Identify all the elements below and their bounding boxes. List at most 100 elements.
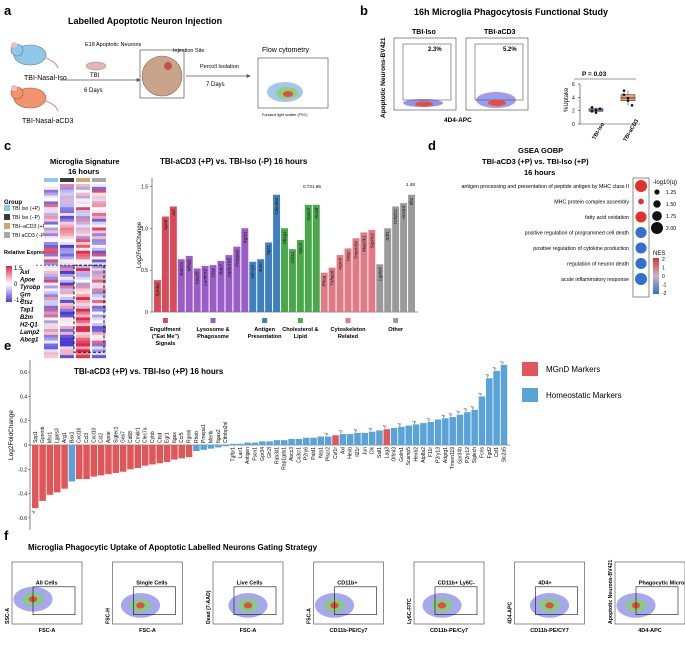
gate-x-label: FSC-A xyxy=(139,628,156,634)
bar-e-P2ry12 xyxy=(464,412,471,445)
heatmap-cell xyxy=(44,201,58,205)
heatmap-gene-label: B2m xyxy=(20,315,34,321)
bar-e-Msr1 xyxy=(46,445,54,495)
heatmap-cell xyxy=(92,349,106,353)
bar-e-Rab3il1 xyxy=(273,440,281,445)
bar-e-Scamp5 xyxy=(405,425,412,445)
gating-plot-frame xyxy=(11,561,83,625)
bar-c-Axl xyxy=(169,206,177,312)
heatmap-cell xyxy=(92,198,106,202)
bar-e-Csf1r xyxy=(332,435,339,445)
heatmap-cell xyxy=(60,189,74,193)
heatmap-cell xyxy=(60,268,74,272)
bar-e-Rap1gds1 xyxy=(280,440,288,445)
gate-x-label: CD11b-PE/Cy7 xyxy=(330,628,368,634)
gating-plot: 4D4+ CD11b-PE/CY7 4D4-APC xyxy=(508,561,585,634)
heatmap-cell xyxy=(60,311,74,315)
brain-frame xyxy=(139,49,185,99)
heatmap-cell xyxy=(76,262,90,266)
bar-c-gene-label: Tmem54 xyxy=(353,241,358,260)
heatmap-cell xyxy=(60,282,74,286)
bar-c-H2-Q1 xyxy=(249,261,257,312)
bar-e-Plscr2 xyxy=(324,436,332,445)
heatmap-cell xyxy=(92,334,106,338)
heatmap-cell xyxy=(76,305,90,309)
heatmap-cell xyxy=(60,349,74,353)
bar-e-gene-label: Spp1 xyxy=(33,431,39,443)
heatmap-gene-label: Axl xyxy=(19,270,30,276)
expr-colorbar xyxy=(6,266,12,302)
group-swatch xyxy=(4,214,10,220)
box-point xyxy=(622,93,626,96)
bar-e-gene-label: Ccl3 xyxy=(84,433,90,443)
heatmap-cell xyxy=(92,259,106,263)
heatmap-cell xyxy=(76,300,90,304)
gate-label: Live Cells xyxy=(237,580,263,586)
bar-e-sig-mark: *p xyxy=(32,510,35,514)
box-y-tick-label: 4 xyxy=(572,95,575,101)
heatmap-cell xyxy=(76,201,90,205)
gsea-term-label: positive regulation of programmed cell d… xyxy=(525,231,629,237)
q-legend-dot xyxy=(654,189,660,195)
bar-e-Lag3 xyxy=(383,429,391,445)
nes-tick: 1 xyxy=(662,266,665,272)
bar-e-Il21r xyxy=(354,432,361,445)
heatmap-cell xyxy=(76,239,90,243)
heatmap-gene-label: Ctsz xyxy=(20,300,33,306)
heatmap-cell xyxy=(76,213,90,217)
heatmap-cell xyxy=(76,334,90,338)
bar-c-gene-label: Ifit2 xyxy=(409,197,414,205)
heatmap-cell xyxy=(76,285,90,289)
bar-e-Gas7 xyxy=(119,445,127,472)
bar-e-Fgd2 xyxy=(486,378,493,445)
heatmap-gene-label: Apoe xyxy=(19,278,36,284)
bar-e-Cttnbp2nl xyxy=(222,445,229,447)
heatmap-cell xyxy=(44,224,58,228)
gsea-term-label: fatty acid oxidation xyxy=(585,215,629,221)
bar-e-gene-label: Clec7a xyxy=(143,427,149,443)
heatmap-group-bar xyxy=(76,178,90,182)
bar-e-sig-mark: *p xyxy=(493,366,496,370)
heatmap-cell xyxy=(60,314,74,318)
heatmap-cell xyxy=(76,189,90,193)
bar-c-gene-label: Clec4a1 xyxy=(274,197,279,214)
heatmap-cell xyxy=(60,213,74,217)
bar-c-Ctsz xyxy=(209,265,217,312)
gsea-term-label: regulation of neuron death xyxy=(567,262,629,268)
bar-c-Lgals9 xyxy=(376,264,384,312)
heatmap-cell xyxy=(60,265,74,269)
heatmap-gene-label: Abcg1 xyxy=(19,338,39,344)
bar-e-sig-mark: *p xyxy=(464,408,467,412)
bar-e-gene-label: Rhob xyxy=(194,431,200,443)
heatmap-cell xyxy=(44,352,58,356)
bar-e-Nrp1 xyxy=(317,436,325,445)
bar-e-gene-label: Plscr2 xyxy=(326,447,332,461)
gating-plot: All Cells FSC-A SSC-A xyxy=(5,561,83,634)
heatmap-cell xyxy=(60,204,74,208)
bar-e-Atp8a2 xyxy=(420,423,427,445)
plot1-title: TBI-Iso xyxy=(412,29,436,36)
bar-e-y-tick-label: -0.2 xyxy=(18,467,27,473)
heatmap-cell xyxy=(76,184,90,188)
heatmap-cell xyxy=(76,198,90,202)
bar-e-Jun xyxy=(361,432,369,445)
gating-plot: Live Cells FSC-A Dead (7-AAD) xyxy=(206,561,284,634)
heatmap-cell xyxy=(60,210,74,214)
gsea-title1: GSEA GOBP xyxy=(518,146,563,155)
heatmap-cell xyxy=(76,247,90,251)
bar-e-gene-label: Il21r xyxy=(355,447,361,457)
heatmap-cell xyxy=(76,317,90,321)
bar-e-gene-label: Gfr2l xyxy=(267,447,273,458)
q-legend-dot xyxy=(651,222,663,234)
heatmap-cell xyxy=(76,256,90,260)
bar-e-gene-label: F11r xyxy=(428,447,434,457)
heatmap-cell xyxy=(92,192,106,196)
bar-c-Acsl4 xyxy=(312,204,320,312)
heatmap-cell xyxy=(76,282,90,286)
bar-e-gene-label: Scamp5 xyxy=(406,447,412,466)
bar-c-Lamtor2 xyxy=(201,265,209,312)
heatmap-cell xyxy=(60,239,74,243)
heatmap-cell xyxy=(44,210,58,214)
gating-plot: CD11b+ Ly6C- CD11b-PE/Cy7 Ly6C-FITC xyxy=(407,561,485,634)
